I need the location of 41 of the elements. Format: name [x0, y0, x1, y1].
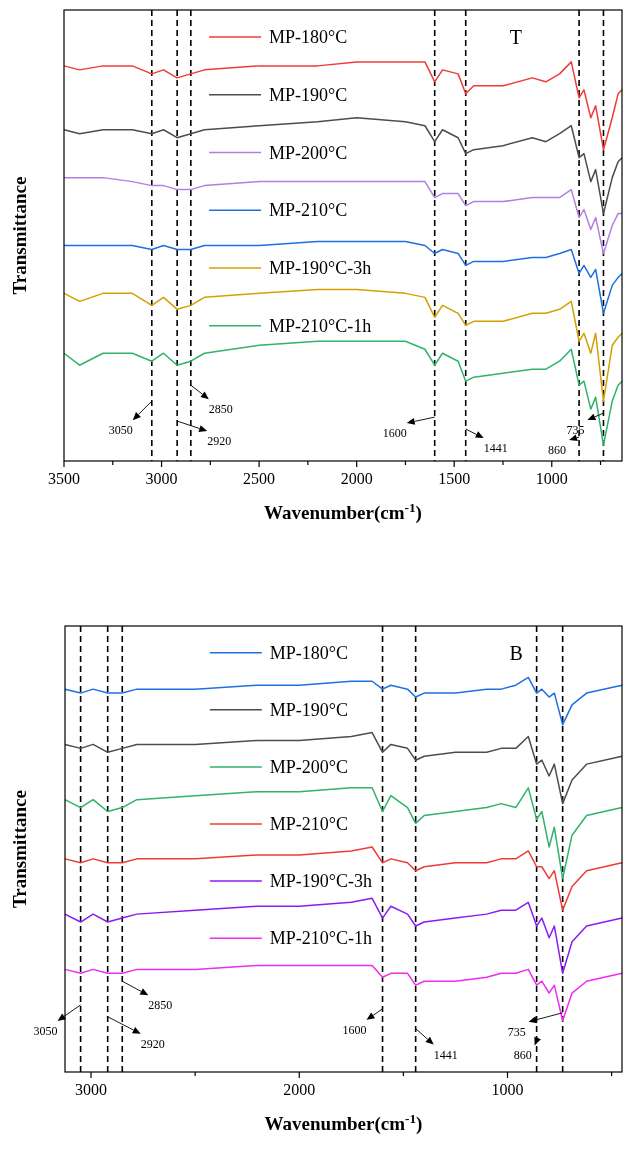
annotation: 735	[507, 1024, 526, 1039]
legend-label: MP-190°C-3h	[269, 257, 372, 278]
text: B	[509, 642, 523, 664]
annotation: 1600	[342, 1022, 367, 1037]
legend-label: MP-210°C-1h	[269, 928, 373, 949]
annotation: 2920	[140, 1036, 165, 1051]
x-tick-label: 3000	[145, 470, 178, 487]
x-tick-label: 2500	[243, 470, 276, 487]
x-axis-title: Wavenumber(cm$^{-1}$)	[264, 1110, 423, 1135]
annotation: 1441	[483, 441, 508, 456]
annotation: 3050	[33, 1023, 58, 1038]
legend-label: MP-210°C	[269, 200, 348, 221]
legend-label: MP-210°C	[269, 814, 349, 835]
x-tick-label: 1000	[535, 470, 568, 487]
x-tick-label: 3500	[48, 470, 80, 487]
legend-label: MP-180°C	[269, 27, 348, 48]
annotation: 860	[548, 443, 567, 458]
legend-label: MP-190°C	[269, 84, 348, 105]
annotation: 3050	[108, 423, 133, 438]
legend-label: MP-200°C	[269, 756, 349, 777]
legend-label: MP-180°C	[269, 642, 349, 663]
annotation: 860	[513, 1048, 532, 1063]
x-tick-label: 3000	[75, 1081, 108, 1098]
x-tick-label: 1000	[491, 1081, 524, 1098]
annotation: 1600	[382, 426, 407, 441]
legend-label: MP-190°C-3h	[269, 871, 373, 892]
x-tick-label: 2000	[340, 470, 373, 487]
x-tick-label: 2000	[283, 1081, 316, 1098]
text: T	[509, 26, 523, 48]
annotation: 735	[566, 423, 585, 438]
x-axis-title: Wavenumber(cm$^{-1}$)	[264, 499, 422, 524]
annotation: 2920	[207, 434, 232, 449]
legend-label: MP-190°C	[269, 699, 349, 720]
legend-label: MP-210°C-1h	[269, 315, 372, 336]
annotation: 1441	[433, 1047, 458, 1062]
x-tick-label: 1500	[438, 470, 471, 487]
y-axis-title: Transmittance	[9, 176, 30, 295]
annotation: 2850	[208, 402, 233, 417]
annotation: 2850	[148, 998, 173, 1013]
y-axis-title: Transmittance	[9, 790, 30, 908]
legend-label: MP-200°C	[269, 142, 348, 163]
